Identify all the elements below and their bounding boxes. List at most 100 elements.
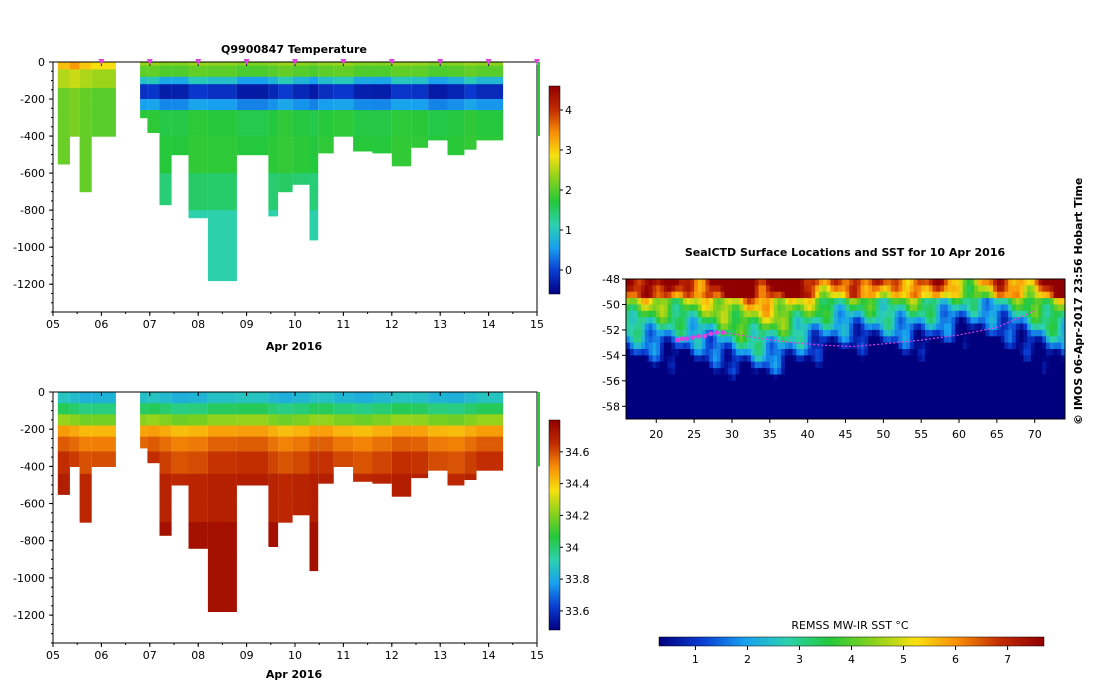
sst-cell: [864, 329, 869, 337]
sst-cell: [936, 329, 941, 337]
sst-cell: [966, 361, 971, 369]
sst-cell: [788, 368, 793, 375]
sst-cell: [887, 317, 892, 325]
sst-cell: [1000, 329, 1005, 337]
profile-cell: [464, 470, 477, 475]
sst-cell: [656, 317, 661, 325]
sst-cell: [845, 380, 850, 388]
sst-cell: [853, 374, 858, 382]
sst-cell: [932, 355, 937, 363]
sst-cell: [860, 380, 865, 388]
salinity-colorbar: [548, 419, 561, 631]
profile-cell: [236, 466, 269, 471]
sst-cell: [917, 323, 922, 331]
sst-cell: [985, 399, 990, 407]
sst-cell: [690, 368, 695, 375]
profile-cell: [207, 158, 237, 163]
sst-cell: [837, 298, 843, 305]
profile-cell: [171, 136, 189, 141]
x-tick-label: 09: [240, 649, 254, 662]
sst-cell: [660, 355, 665, 363]
sst-cell: [966, 291, 971, 299]
sst-cell: [1046, 412, 1051, 419]
profile-cell: [309, 176, 319, 182]
sst-cell: [747, 387, 752, 395]
sst-cell: [644, 380, 650, 388]
profile-cell: [278, 187, 293, 193]
sst-cell: [815, 323, 820, 331]
sst-cell: [951, 279, 956, 286]
sst-cell: [1012, 380, 1017, 388]
sst-cell: [921, 380, 926, 388]
sst-cell: [766, 279, 771, 286]
sst-cell: [947, 317, 952, 325]
sst-cell: [713, 317, 718, 325]
sst-cell: [682, 298, 688, 305]
profile-cell: [188, 462, 208, 467]
profile-cell: [292, 414, 310, 419]
sst-cell: [675, 399, 680, 407]
profile-cell: [476, 395, 504, 400]
profile-cell: [159, 451, 172, 456]
profile-cell: [140, 106, 148, 111]
sst-cell: [913, 355, 918, 363]
sst-cell: [1015, 387, 1021, 395]
sst-cell: [860, 336, 865, 344]
sst-cell: [1049, 349, 1055, 356]
sst-cell: [663, 279, 669, 286]
profile-cell: [447, 392, 465, 397]
sst-cell: [872, 285, 877, 293]
sst-cell: [936, 380, 941, 388]
profile-cell: [464, 432, 477, 438]
sst-cell: [902, 298, 907, 305]
profile-cell: [333, 421, 354, 426]
sst-cell: [1008, 361, 1013, 369]
sst-cell: [894, 323, 899, 331]
profile-cell: [188, 444, 208, 449]
sst-cell: [724, 355, 729, 363]
profile-cell: [333, 440, 354, 445]
sst-cell: [959, 399, 964, 407]
sst-cell: [644, 291, 650, 299]
sst-cell: [962, 310, 968, 318]
sst-cell: [815, 310, 820, 318]
profile-cell: [159, 455, 172, 460]
sst-cell: [902, 393, 907, 401]
sst-cell: [932, 406, 937, 414]
profile-cell: [79, 403, 92, 408]
profile-cell: [278, 451, 293, 456]
profile-cell: [447, 62, 465, 67]
profile-cell: [428, 106, 448, 111]
sst-cell: [1012, 342, 1017, 350]
profile-cell: [309, 191, 319, 196]
profile-cell: [391, 125, 412, 130]
sst-cell: [815, 361, 820, 369]
sst-cell: [705, 336, 710, 344]
profile-cell: [171, 84, 189, 89]
sst-cell: [1004, 393, 1009, 401]
sst-cell: [641, 329, 646, 337]
profile-cell: [447, 110, 465, 115]
sst-cell: [701, 323, 706, 331]
sst-cell: [925, 329, 930, 337]
sst-cell: [750, 406, 756, 414]
sst-cell: [887, 323, 892, 331]
profile-cell: [318, 403, 334, 408]
sst-cell: [837, 380, 843, 388]
sst-cell: [671, 329, 676, 337]
profile-cell: [236, 418, 269, 423]
sst-cell: [834, 336, 839, 344]
sst-cell: [845, 387, 850, 395]
sst-cell: [989, 298, 994, 305]
sst-cell: [962, 291, 968, 299]
sst-cell: [860, 298, 865, 305]
sst-cell: [773, 279, 778, 286]
profile-cell: [91, 392, 116, 397]
sst-cell: [940, 298, 945, 305]
profile-cell: [309, 125, 319, 130]
sst-cell: [652, 387, 657, 395]
track-point: [708, 331, 714, 337]
profile-cell: [79, 488, 92, 493]
sst-cell: [644, 399, 650, 407]
sst-cell: [777, 361, 782, 369]
